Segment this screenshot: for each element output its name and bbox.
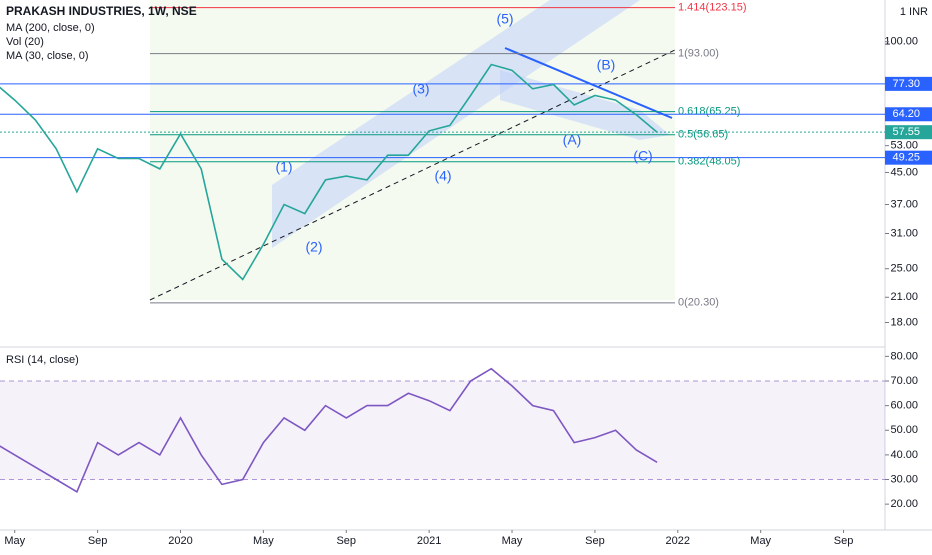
price-tag-label: 49.25 <box>892 152 920 164</box>
x-tick-label: Sep <box>834 535 854 547</box>
fib-label: 1.414(123.15) <box>678 2 747 14</box>
x-tick-label: May <box>4 535 25 547</box>
y-tick-label: 45.00 <box>890 166 918 178</box>
y-tick-label: 25.00 <box>890 263 918 275</box>
resistance-line <box>504 47 673 119</box>
fib-label: 0(20.30) <box>678 297 719 309</box>
x-tick-label: 2021 <box>417 535 441 547</box>
rsi-band-fill <box>0 381 885 480</box>
channel <box>272 0 640 248</box>
y-tick-label: 30.00 <box>890 473 918 485</box>
y-tick-label: 53.00 <box>890 140 918 152</box>
y-tick-label: 31.00 <box>890 227 918 239</box>
price-tag <box>885 125 932 140</box>
price-tag-label: 77.30 <box>892 78 920 90</box>
y-tick-label: 80.00 <box>890 350 918 362</box>
y-tick-label: 50.00 <box>890 424 918 436</box>
wave-label: (2) <box>305 239 322 255</box>
price-tag-label: 57.55 <box>892 126 920 138</box>
indicator: Vol (20) <box>6 36 44 48</box>
y-tick-label: 40.00 <box>890 449 918 461</box>
y-tick-label: 37.00 <box>890 198 918 210</box>
rsi-pane <box>0 367 885 493</box>
x-tick-label: May <box>502 535 523 547</box>
y-tick-label: 18.00 <box>890 316 918 328</box>
x-tick-label: Sep <box>585 535 605 547</box>
fib-label: 0.5(56.65) <box>678 129 728 141</box>
price-pane: 1.414(123.15) 1(93.00) 0.618(65.25) 0.5(56.… <box>0 2 885 309</box>
y-tick-label: 100.00 <box>884 36 918 48</box>
price-tag <box>885 107 932 122</box>
wave-label: (4) <box>434 168 451 184</box>
x-tick-label: May <box>750 535 771 547</box>
wave-label: (B) <box>597 57 616 73</box>
y-tick-label: 60.00 <box>890 400 918 412</box>
fib-label: 0.618(65.25) <box>678 106 740 118</box>
trend-line <box>149 49 676 301</box>
y-tick-label: 70.00 <box>890 375 918 387</box>
series-line <box>0 63 658 281</box>
wave-label: (5) <box>496 11 513 27</box>
y-tick-label: 21.00 <box>890 291 918 303</box>
price-tag <box>885 150 932 165</box>
currency: 1 INR <box>900 6 928 18</box>
rsi-title: RSI (14, close) <box>6 354 79 366</box>
y-tick-label: 20.00 <box>890 498 918 510</box>
wave-label: (3) <box>412 81 429 97</box>
indicator: MA (200, close, 0) <box>6 22 95 34</box>
price-tag <box>885 76 932 91</box>
wave-label: (A) <box>563 132 582 148</box>
x-tick-label: Sep <box>88 535 108 547</box>
title: PRAKASH INDUSTRIES, 1W, NSE <box>6 4 197 18</box>
indicator: MA (30, close, 0) <box>6 50 89 62</box>
fib-label: 0.382(48.05) <box>678 156 740 168</box>
series-line <box>0 367 658 493</box>
x-tick-label: 2022 <box>666 535 690 547</box>
x-tick-label: 2020 <box>168 535 192 547</box>
axes: May Sep 2020 May Sep 2021 May Sep 2022 May Sep 100.… <box>4 36 932 547</box>
wave-label: (1) <box>275 159 292 175</box>
wave-label: (C) <box>633 148 652 164</box>
price-tag-label: 64.20 <box>892 108 920 120</box>
fib-label: 1(93.00) <box>678 47 719 59</box>
x-tick-label: May <box>253 535 274 547</box>
x-tick-label: Sep <box>336 535 356 547</box>
